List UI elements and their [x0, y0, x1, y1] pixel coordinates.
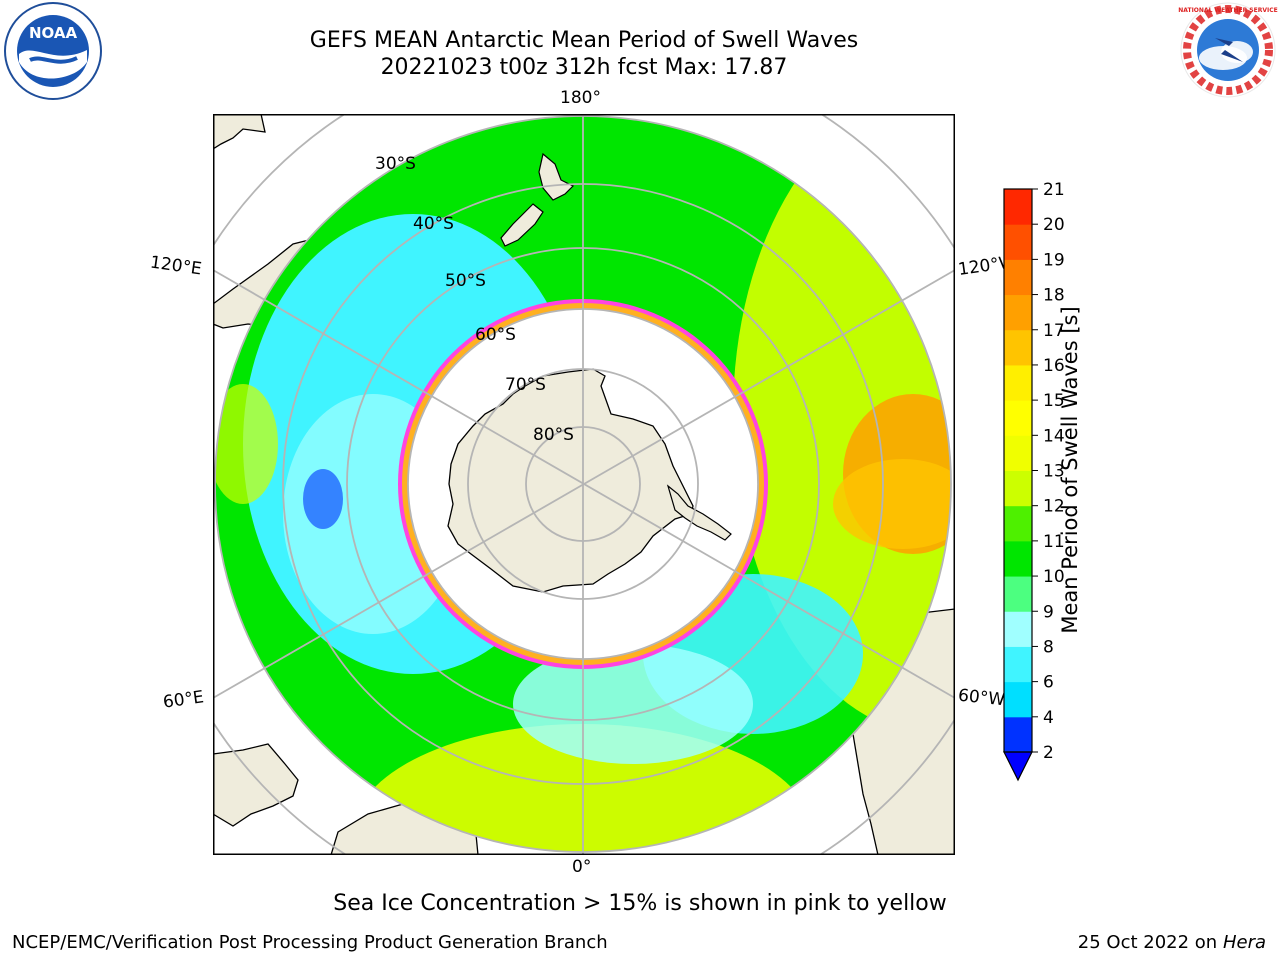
colorbar-tick-label: 9 [1043, 602, 1054, 622]
colorbar-segment [1004, 576, 1032, 612]
colorbar-segment [1004, 329, 1032, 366]
colorbar-tick-label: 13 [1043, 462, 1065, 482]
antarctica-peninsula [666, 484, 732, 541]
colorbar-tick-label: 19 [1043, 250, 1065, 270]
colorbar-tick-label: 18 [1043, 286, 1065, 306]
nws-logo-text: NATIONAL WEATHER SERVICE [1178, 7, 1277, 14]
nws-logo: NATIONAL WEATHER SERVICE [1178, 2, 1278, 98]
sea-ice-caption: Sea Ice Concentration > 15% is shown in … [333, 891, 947, 916]
lon-label-180: 180° [560, 88, 601, 108]
lat-label: 40°S [413, 214, 454, 234]
footer-date: 25 Oct 2022 on Hera [1078, 932, 1266, 953]
lat-label: 60°S [475, 325, 516, 345]
colorbar-tick-label: 17 [1043, 321, 1065, 341]
colorbar-segment [1004, 540, 1032, 577]
colorbar-segment [1004, 681, 1032, 718]
footer-branch: NCEP/EMC/Verification Post Processing Pr… [12, 932, 608, 953]
colorbar-segment [1004, 259, 1032, 296]
colorbar-tick-label: 15 [1043, 391, 1065, 411]
footer-host: Hera [1222, 932, 1266, 953]
noaa-logo: NOAA [4, 2, 102, 100]
colorbar-segment [1004, 470, 1032, 507]
colorbar-tick-label: 20 [1043, 215, 1065, 235]
colorbar-segment [1004, 611, 1032, 647]
footer-date-text: 25 Oct 2022 on [1077, 932, 1223, 953]
colorbar-tick-label: 4 [1043, 708, 1054, 728]
colorbar-tick-label: 21 [1043, 180, 1065, 200]
colorbar-tick-label: 11 [1043, 532, 1065, 552]
noaa-logo-text: NOAA [29, 24, 78, 42]
colorbar-segment [1004, 646, 1032, 683]
colorbar-extend-arrow [1003, 751, 1033, 782]
lat-label: 50°S [445, 271, 486, 291]
map-frame [213, 114, 955, 855]
lon-label-120e: 120°E [148, 252, 203, 280]
colorbar: 2 4 6 8 9 10 11 12 13 14 15 16 17 18 19 20 21 [1003, 180, 1065, 782]
colorbar-segment [1004, 364, 1032, 401]
colorbar-segment [1004, 400, 1032, 436]
colorbar-tick-label: 6 [1043, 673, 1054, 693]
colorbar-segment [1004, 224, 1032, 260]
lat-label: 30°S [375, 154, 416, 174]
chart-subtitle: 20221023 t00z 312h fcst Max: 17.87 [380, 55, 788, 80]
new-zealand [500, 152, 575, 247]
colorbar-tick-label: 10 [1043, 567, 1065, 587]
colorbar-tick-label: 16 [1043, 356, 1065, 376]
colorbar-tick-label: 2 [1043, 743, 1054, 763]
colorbar-segment [1004, 189, 1032, 225]
colorbar-tick-label: 14 [1043, 426, 1065, 446]
lat-label: 80°S [533, 425, 574, 445]
colorbar-label: Mean Period of Swell Waves [s] [1058, 306, 1082, 634]
colorbar-segment [1004, 716, 1032, 753]
colorbar-segment [1004, 294, 1032, 331]
chart-title: GEFS MEAN Antarctic Mean Period of Swell… [309, 28, 859, 53]
colorbar-tick-label: 8 [1043, 637, 1054, 657]
colorbar-tick-label: 12 [1043, 497, 1065, 517]
lat-label: 70°S [505, 375, 546, 395]
lon-label-0: 0° [572, 857, 592, 877]
colorbar-segment [1004, 435, 1032, 471]
graticule [213, 114, 955, 855]
lat-labels: 30°S 40°S 50°S 60°S 70°S 80°S [375, 154, 574, 445]
colorbar-segment [1004, 505, 1032, 542]
lon-label-60e: 60°E [161, 687, 206, 713]
antarctica-land [447, 368, 694, 593]
polar-map: 30°S 40°S 50°S 60°S 70°S 80°S [213, 114, 955, 855]
